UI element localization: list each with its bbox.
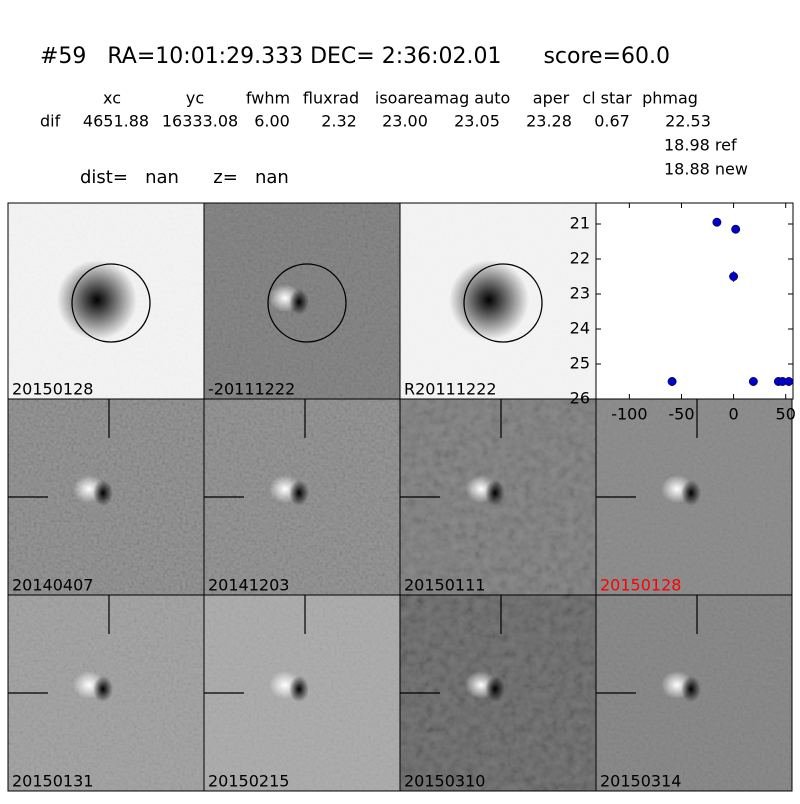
y-tick-label: 25 bbox=[570, 354, 590, 373]
x-tick-label: -100 bbox=[611, 405, 647, 424]
row-label: dif bbox=[40, 112, 61, 131]
panel-label: -20111222 bbox=[208, 380, 295, 399]
table-value: 0.67 bbox=[594, 112, 630, 131]
y-tick-label: 22 bbox=[570, 249, 590, 268]
panel-label: 20150314 bbox=[600, 772, 681, 791]
x-tick-label: 50 bbox=[776, 405, 796, 424]
y-tick-label: 26 bbox=[570, 389, 590, 408]
table-value: 4651.88 bbox=[83, 112, 149, 131]
column-header: yc bbox=[186, 89, 204, 108]
panel-label: 20150215 bbox=[208, 772, 289, 791]
column-header: phmag bbox=[642, 89, 698, 108]
negative-blob bbox=[289, 676, 309, 702]
title: #59 RA=10:01:29.333 DEC= 2:36:02.01 scor… bbox=[40, 44, 670, 69]
column-header: mag auto bbox=[434, 89, 511, 108]
x-tick-label: 0 bbox=[728, 405, 738, 424]
image-panel: 20150310 bbox=[399, 594, 597, 792]
plot-area bbox=[595, 202, 794, 400]
panel-label: 20150131 bbox=[12, 772, 93, 791]
negative-blob bbox=[93, 676, 113, 702]
image-panel: 20150111 bbox=[399, 398, 597, 596]
distance-line: dist= nan z= nan bbox=[80, 167, 289, 188]
data-point bbox=[784, 377, 794, 386]
phmag-extra: 18.88 new bbox=[664, 160, 748, 179]
negative-blob bbox=[289, 289, 309, 315]
negative-blob bbox=[93, 480, 113, 506]
x-tick-label: -50 bbox=[668, 405, 694, 424]
negative-blob bbox=[681, 480, 701, 506]
image-panel: 20140407 bbox=[7, 398, 205, 596]
source-blob bbox=[449, 260, 529, 340]
table-value: 22.53 bbox=[665, 112, 711, 131]
data-point bbox=[731, 224, 741, 234]
table-value: 23.28 bbox=[526, 112, 572, 131]
image-panel: 20150131 bbox=[7, 594, 205, 792]
aperture-circle bbox=[267, 263, 347, 343]
image-panel: -20111222 bbox=[203, 202, 401, 400]
column-header: isoarea bbox=[375, 89, 433, 108]
image-panel: 20150215 bbox=[203, 594, 401, 792]
table-value: 23.05 bbox=[454, 112, 500, 131]
image-panel: 20150128 bbox=[595, 398, 793, 596]
column-header: cl star bbox=[582, 89, 632, 108]
source-blob bbox=[57, 260, 137, 340]
table-value: 23.00 bbox=[382, 112, 428, 131]
table-value: 6.00 bbox=[254, 112, 290, 131]
panel-label: R20111222 bbox=[404, 380, 497, 399]
negative-blob bbox=[681, 676, 701, 702]
data-point bbox=[712, 217, 722, 227]
image-panel: R20111222 bbox=[399, 202, 597, 400]
phmag-extra: 18.98 ref bbox=[664, 136, 737, 155]
data-point bbox=[667, 377, 677, 386]
data-point bbox=[729, 272, 739, 281]
column-header: fluxrad bbox=[303, 89, 359, 108]
panel-label: 20150128 bbox=[12, 380, 93, 399]
data-point bbox=[748, 377, 758, 386]
y-tick-label: 23 bbox=[570, 284, 590, 303]
negative-blob bbox=[485, 676, 505, 702]
column-header: xc bbox=[103, 89, 121, 108]
image-panel: 20141203 bbox=[203, 398, 401, 596]
table-value: 16333.08 bbox=[162, 112, 238, 131]
aperture-circle bbox=[463, 263, 543, 343]
aperture-circle bbox=[71, 263, 151, 343]
image-panel: 20150314 bbox=[595, 594, 793, 792]
column-header: fwhm bbox=[246, 89, 290, 108]
y-tick-label: 24 bbox=[570, 319, 590, 338]
table-value: 2.32 bbox=[321, 112, 357, 131]
panel-label: 20150310 bbox=[404, 772, 485, 791]
panel-label: 20141203 bbox=[208, 576, 289, 595]
y-tick-label: 21 bbox=[570, 214, 590, 233]
negative-blob bbox=[289, 480, 309, 506]
panel-label: 20150128 bbox=[600, 576, 681, 595]
panel-frame bbox=[595, 594, 793, 792]
panel-label: 20150111 bbox=[404, 576, 485, 595]
panel-label: 20140407 bbox=[12, 576, 93, 595]
negative-blob bbox=[485, 480, 505, 506]
column-header: aper bbox=[533, 89, 570, 108]
image-panel: 20150128 bbox=[7, 202, 205, 400]
